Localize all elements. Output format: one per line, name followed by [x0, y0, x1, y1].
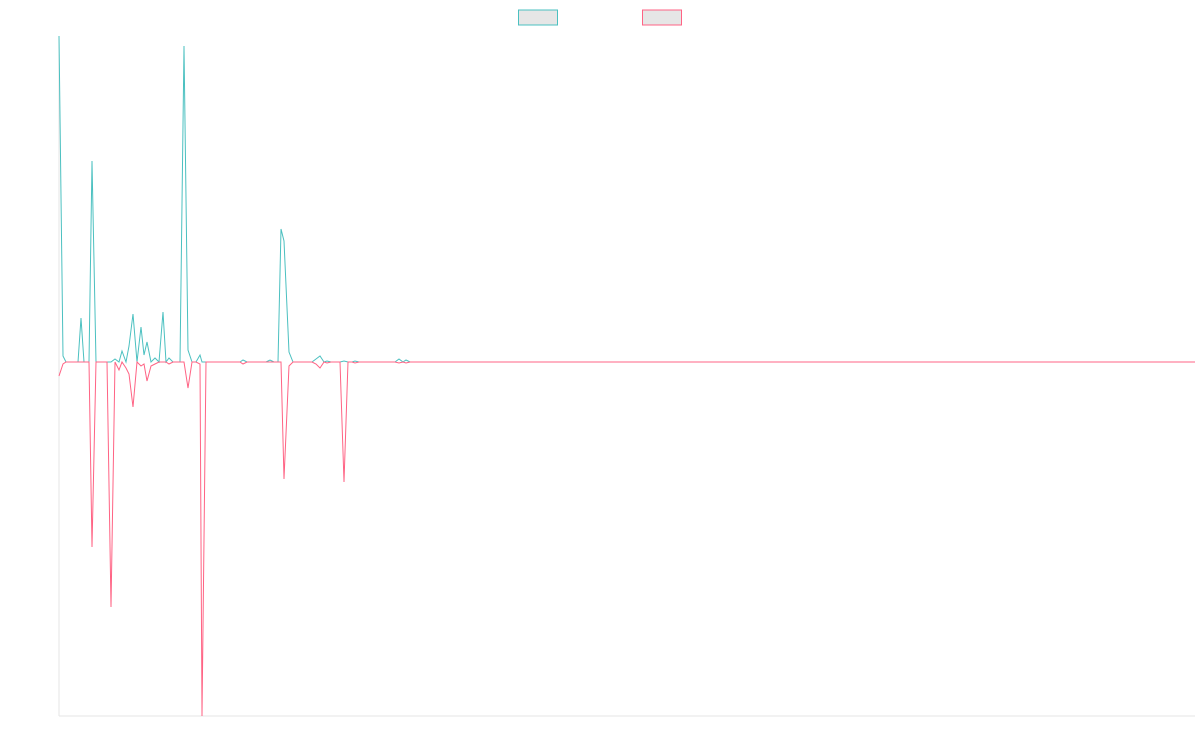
- legend-swatch[interactable]: [518, 9, 558, 26]
- series-line: [58, 35, 1195, 364]
- legend-swatch[interactable]: [642, 9, 682, 26]
- series-line: [58, 360, 1195, 717]
